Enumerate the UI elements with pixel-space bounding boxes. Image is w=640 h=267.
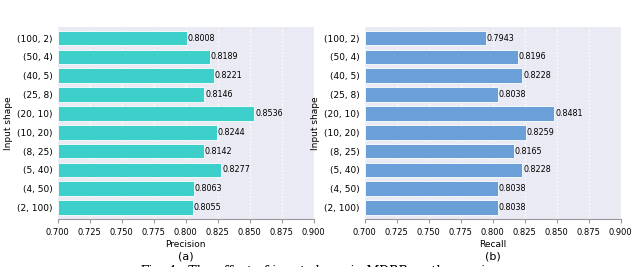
Y-axis label: Input shape: Input shape bbox=[311, 96, 320, 150]
Bar bbox=[58, 144, 204, 158]
Text: 0.8228: 0.8228 bbox=[523, 71, 551, 80]
Bar bbox=[365, 68, 522, 83]
Text: 0.8277: 0.8277 bbox=[222, 166, 250, 174]
Bar bbox=[58, 163, 221, 177]
Text: 0.8536: 0.8536 bbox=[255, 109, 283, 118]
Text: 0.8146: 0.8146 bbox=[205, 90, 233, 99]
Bar bbox=[58, 31, 187, 45]
Bar bbox=[365, 200, 498, 215]
Bar bbox=[58, 106, 254, 121]
Text: 0.8055: 0.8055 bbox=[194, 203, 221, 212]
Bar bbox=[365, 163, 522, 177]
Text: 0.8221: 0.8221 bbox=[215, 71, 243, 80]
Text: 0.8189: 0.8189 bbox=[211, 52, 239, 61]
Text: 0.7943: 0.7943 bbox=[486, 33, 515, 42]
Text: 0.8038: 0.8038 bbox=[499, 184, 526, 193]
Text: 0.8038: 0.8038 bbox=[499, 90, 526, 99]
Text: 0.8228: 0.8228 bbox=[523, 166, 551, 174]
Bar bbox=[365, 106, 554, 121]
Bar bbox=[58, 200, 193, 215]
Text: 0.8165: 0.8165 bbox=[515, 147, 543, 156]
Text: 0.8259: 0.8259 bbox=[527, 128, 555, 137]
Bar bbox=[58, 68, 214, 83]
Bar bbox=[365, 125, 526, 140]
Bar bbox=[58, 125, 217, 140]
Bar bbox=[58, 182, 194, 196]
Text: 0.8244: 0.8244 bbox=[218, 128, 246, 137]
Bar bbox=[58, 49, 210, 64]
X-axis label: Precision: Precision bbox=[165, 240, 206, 249]
Text: 0.8142: 0.8142 bbox=[205, 147, 232, 156]
X-axis label: Recall: Recall bbox=[479, 240, 506, 249]
Text: 0.8038: 0.8038 bbox=[499, 203, 526, 212]
Text: (b): (b) bbox=[485, 251, 500, 261]
Bar bbox=[365, 31, 486, 45]
Y-axis label: Input shape: Input shape bbox=[4, 96, 13, 150]
Bar bbox=[365, 182, 498, 196]
Bar bbox=[365, 144, 514, 158]
Text: 0.8063: 0.8063 bbox=[195, 184, 222, 193]
Text: 0.8196: 0.8196 bbox=[519, 52, 547, 61]
Text: 0.8481: 0.8481 bbox=[556, 109, 583, 118]
Bar bbox=[365, 49, 518, 64]
Text: (a): (a) bbox=[178, 251, 193, 261]
Text: 0.8008: 0.8008 bbox=[188, 33, 215, 42]
Bar bbox=[365, 87, 498, 102]
Text: Fig. 4.  The effect of input shape in MDRR on the marine: Fig. 4. The effect of input shape in MDR… bbox=[140, 265, 500, 267]
Bar bbox=[58, 87, 204, 102]
